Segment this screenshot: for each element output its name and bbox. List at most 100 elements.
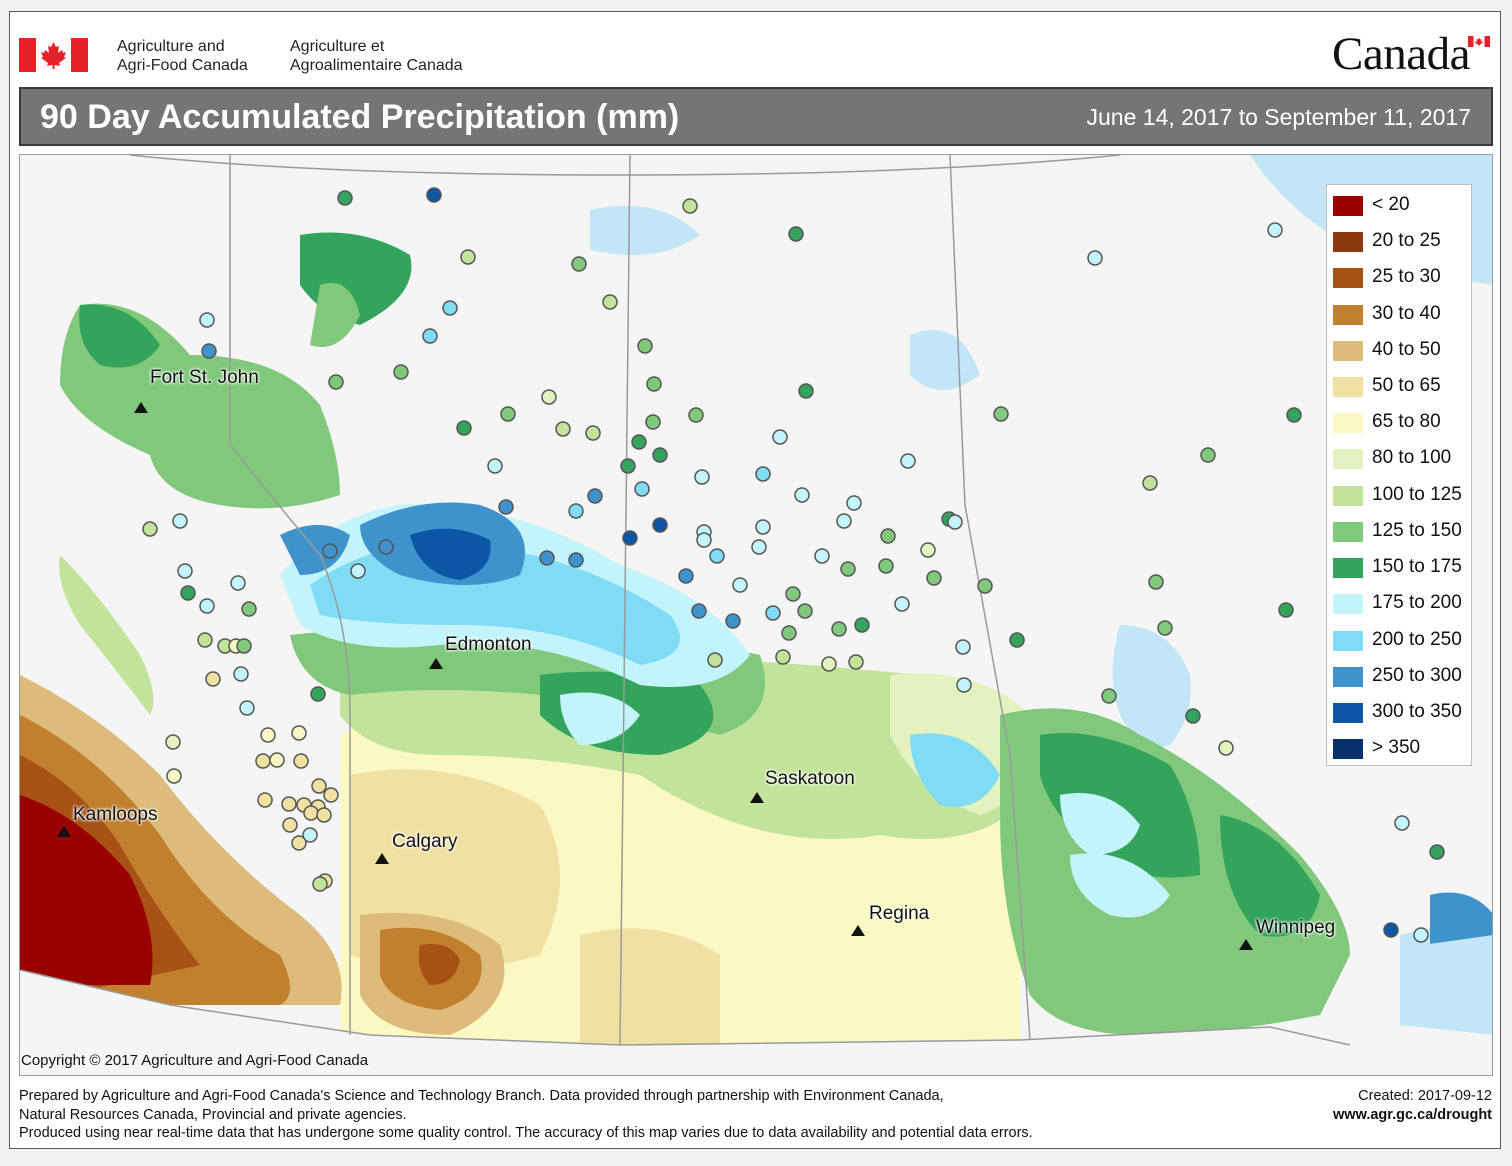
station-dot <box>1157 620 1173 636</box>
legend-swatch <box>1333 341 1363 361</box>
city-label-calgary: Calgary <box>392 831 458 852</box>
station-dot <box>328 374 344 390</box>
station-dot <box>602 294 618 310</box>
legend-label: > 350 <box>1372 737 1421 758</box>
station-dot <box>652 447 668 463</box>
nwt-boundary <box>129 155 1121 176</box>
station-dot <box>460 249 476 265</box>
city-label-edmonton: Edmonton <box>445 634 532 655</box>
legend-label: 300 to 350 <box>1372 701 1462 722</box>
station-dot <box>291 725 307 741</box>
station-dot <box>682 198 698 214</box>
station-dot <box>1218 740 1234 756</box>
station-dot <box>241 601 257 617</box>
station-dot <box>230 575 246 591</box>
footer-note: Prepared by Agriculture and Agri-Food Ca… <box>19 1088 1033 1141</box>
city-marker-winnipeg <box>1239 939 1253 950</box>
station-dot <box>568 552 584 568</box>
station-dot <box>831 621 847 637</box>
zone-100-125-bc <box>59 555 154 715</box>
zone-175-200-mb <box>1060 793 1140 855</box>
station-dot <box>637 338 653 354</box>
station-dot <box>645 414 661 430</box>
city-label-regina: Regina <box>869 903 930 924</box>
legend-swatch <box>1333 449 1363 469</box>
station-dot <box>956 677 972 693</box>
station-dot <box>755 466 771 482</box>
station-dot <box>900 453 916 469</box>
station-dot <box>797 603 813 619</box>
station-dot <box>1087 250 1103 266</box>
legend-swatch <box>1333 739 1363 759</box>
station-dot <box>282 817 298 833</box>
station-dot <box>1286 407 1302 423</box>
station-dot <box>180 585 196 601</box>
sk-mb-boundary <box>949 155 1031 1041</box>
station-dot <box>678 568 694 584</box>
lake-athabasca <box>590 205 700 255</box>
station-dot <box>322 543 338 559</box>
city-marker-edmonton <box>429 658 443 669</box>
boundaries <box>20 155 1351 1046</box>
station-dot <box>541 389 557 405</box>
station-dot <box>775 649 791 665</box>
station-dot <box>1394 815 1410 831</box>
station-dot <box>426 187 442 203</box>
station-dot <box>1413 927 1429 943</box>
station-dot <box>785 586 801 602</box>
station-dot <box>1185 708 1201 724</box>
station-dot <box>571 256 587 272</box>
station-dot <box>316 807 332 823</box>
city-label-saskatoon: Saskatoon <box>765 768 855 789</box>
station-dot <box>1200 447 1216 463</box>
station-dot <box>836 513 852 529</box>
station-dot <box>311 778 327 794</box>
station-dot <box>236 638 252 654</box>
station-dot <box>269 752 285 768</box>
station-dot <box>634 481 650 497</box>
station-dot <box>239 700 255 716</box>
station-dot <box>568 503 584 519</box>
zone-150-175-peace <box>79 304 160 368</box>
legend-label: 25 to 30 <box>1372 266 1441 287</box>
zone-250-300-east <box>1430 892 1492 945</box>
station-dot <box>310 686 326 702</box>
city-label-winnipeg: Winnipeg <box>1256 917 1336 938</box>
city-marker-kamloops <box>57 826 71 837</box>
station-dot <box>500 406 516 422</box>
station-dot <box>926 570 942 586</box>
drought-url: www.agr.gc.ca/drought <box>1333 1106 1492 1123</box>
page-title: 90 Day Accumulated Precipitation (mm) <box>40 98 680 136</box>
legend-label: 50 to 65 <box>1372 375 1441 396</box>
city-marker-calgary <box>375 853 389 864</box>
station-dot <box>587 488 603 504</box>
station-dot <box>165 734 181 750</box>
canada-wordmark: Canada <box>1332 28 1470 80</box>
station-dot <box>707 652 723 668</box>
date-range: June 14, 2017 to September 11, 2017 <box>1086 104 1471 130</box>
legend-swatch <box>1333 196 1363 216</box>
station-dot <box>199 598 215 614</box>
station-dot <box>977 578 993 594</box>
station-dot <box>555 421 571 437</box>
legend-label: 125 to 150 <box>1372 520 1462 541</box>
zone-25-30 <box>418 944 460 985</box>
station-dot <box>1142 475 1158 491</box>
station-dot <box>765 605 781 621</box>
station-dot <box>257 792 273 808</box>
legend-label: 40 to 50 <box>1372 339 1441 360</box>
legend-swatch <box>1333 522 1363 542</box>
station-dot <box>291 835 307 851</box>
legend-swatch <box>1333 413 1363 433</box>
station-dot <box>620 458 636 474</box>
city-marker-regina <box>851 925 865 936</box>
station-dot <box>233 666 249 682</box>
station-dot <box>312 876 328 892</box>
station-dot <box>302 827 318 843</box>
legend-label: 250 to 300 <box>1372 665 1462 686</box>
zone-125-150-north <box>310 283 360 347</box>
station-dot <box>293 753 309 769</box>
canada-flag-icon <box>19 38 88 72</box>
zone-lt20-bc <box>20 795 153 985</box>
station-dot <box>894 596 910 612</box>
